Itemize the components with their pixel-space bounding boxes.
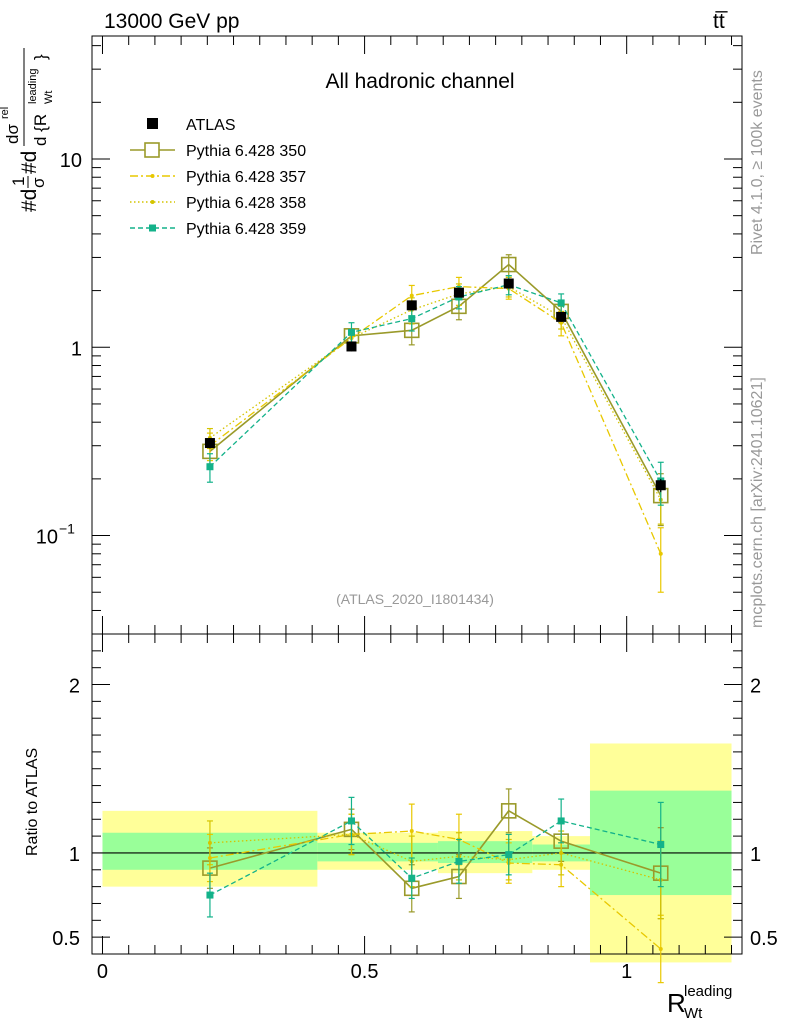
main-y-tick-label: 10 [60, 150, 82, 172]
main-y-tick-label: 10 −1 [36, 521, 75, 549]
main-plot-panel: All hadronic channel (ATLAS_2020_I180143… [0, 35, 743, 635]
header-process-label: tt̅ [713, 10, 729, 33]
x-label-sup: leading [684, 983, 732, 1000]
series-line [209, 284, 662, 482]
data-point [409, 293, 414, 298]
data-point [556, 311, 567, 322]
y-tick-label-exponent: −1 [59, 521, 75, 537]
ratio-point [206, 891, 214, 899]
series-pythia-6-428-359 [206, 275, 665, 506]
data-point [406, 300, 417, 311]
ratio-plot-panel: 0.5 0.5 1 1 2 2 0 0.5 1 Ratio to ATLAS R leading… [24, 633, 778, 1022]
data-point [453, 287, 464, 298]
data-point [204, 438, 215, 449]
series-line [209, 285, 662, 555]
legend-label: Pythia 6.428 359 [186, 221, 306, 238]
series-pythia-6-428-357 [206, 276, 664, 593]
data-point [206, 463, 214, 471]
legend-marker [150, 174, 155, 178]
y-label-part-h: leading [27, 69, 39, 104]
uncertainty-band-inner [317, 842, 438, 862]
ratio-point [505, 851, 513, 859]
y-label-part-b: 1 [9, 177, 28, 186]
main-y-tick-label: 1 [71, 338, 82, 360]
ratio-y-tick-label-right: 0.5 [750, 928, 778, 950]
x-tick-label: 0.5 [351, 961, 379, 983]
legend-entry: ATLAS [147, 117, 236, 134]
ratio-point [557, 817, 565, 825]
series-line [209, 263, 662, 496]
ratio-point [559, 850, 564, 855]
main-y-axis-label: #d 1 σ #d dσ rel d {R leading Wt } [0, 48, 55, 212]
legend-label: Pythia 6.428 357 [186, 169, 306, 186]
main-plot-title: All hadronic channel [325, 70, 514, 93]
ratio-point [347, 817, 355, 825]
legend-label: ATLAS [186, 117, 236, 134]
legend-label: Pythia 6.428 350 [186, 143, 306, 160]
ratio-point [207, 840, 212, 845]
data-point [557, 299, 565, 307]
legend-marker [149, 224, 156, 232]
ratio-point [657, 841, 665, 849]
data-point [503, 278, 514, 289]
y-label-part-i: Wt [43, 91, 55, 104]
x-axis-label: R leading Wt [667, 983, 732, 1022]
ratio-point [658, 946, 663, 951]
ratio-point [500, 803, 517, 819]
data-point [408, 315, 416, 323]
ratio-point [455, 857, 463, 865]
legend-marker [147, 118, 158, 129]
ratio-y-axis-label: Ratio to ATLAS [24, 748, 41, 856]
x-label-base: R [667, 988, 686, 1018]
ratio-y-tick-label-right: 2 [750, 676, 761, 698]
side-text-rivet: Rivet 4.1.0, ≥ 100k events [749, 70, 766, 255]
x-label-sub: Wt [684, 1005, 703, 1022]
x-tick-label: 0 [97, 961, 108, 983]
data-point [500, 256, 517, 273]
side-text-mcplots: mcplots.cern.ch [arXiv:2401.10621] [749, 377, 766, 628]
data-point [346, 341, 357, 352]
y-label-part-c: σ [29, 177, 48, 188]
analysis-watermark: (ATLAS_2020_I1801434) [336, 591, 494, 607]
ratio-y-tick-label: 1 [69, 844, 80, 866]
data-point [655, 480, 666, 491]
legend: ATLAS Pythia 6.428 350 Pythia 6.428 357 Pyt… [130, 117, 306, 238]
legend-label: Pythia 6.428 358 [186, 195, 306, 212]
y-tick-label-base: 10 [36, 527, 58, 549]
y-label-part-a: #d [18, 189, 41, 212]
legend-entry: Pythia 6.428 358 [130, 195, 306, 212]
y-label-part-g: d {R [31, 114, 50, 146]
uncertainty-band-inner [437, 841, 533, 864]
ratio-y-tick-label-right: 1 [750, 844, 761, 866]
data-point [658, 551, 663, 556]
ratio-point [408, 874, 416, 882]
ratio-y-tick-label: 2 [69, 676, 80, 698]
y-label-part-d: #d [18, 151, 41, 174]
legend-marker [150, 200, 155, 204]
y-label-part-e: dσ [3, 124, 22, 144]
ratio-y-tick-label: 0.5 [52, 928, 80, 950]
data-point [347, 328, 355, 336]
y-label-part-f: rel [0, 107, 11, 119]
ratio-point [409, 829, 414, 834]
legend-entry: Pythia 6.428 359 [130, 221, 306, 238]
header-energy-label: 13000 GeV pp [104, 10, 239, 33]
y-label-part-j: } [31, 54, 50, 60]
series-pythia-6-428-350 [202, 254, 669, 527]
series-atlas-data [204, 278, 666, 493]
legend-marker [144, 142, 160, 158]
legend-entry: Pythia 6.428 357 [130, 169, 306, 186]
x-tick-label: 1 [621, 961, 632, 983]
ratio-series-pythia-6-428-359 [206, 796, 665, 918]
legend-entry: Pythia 6.428 350 [130, 142, 306, 160]
